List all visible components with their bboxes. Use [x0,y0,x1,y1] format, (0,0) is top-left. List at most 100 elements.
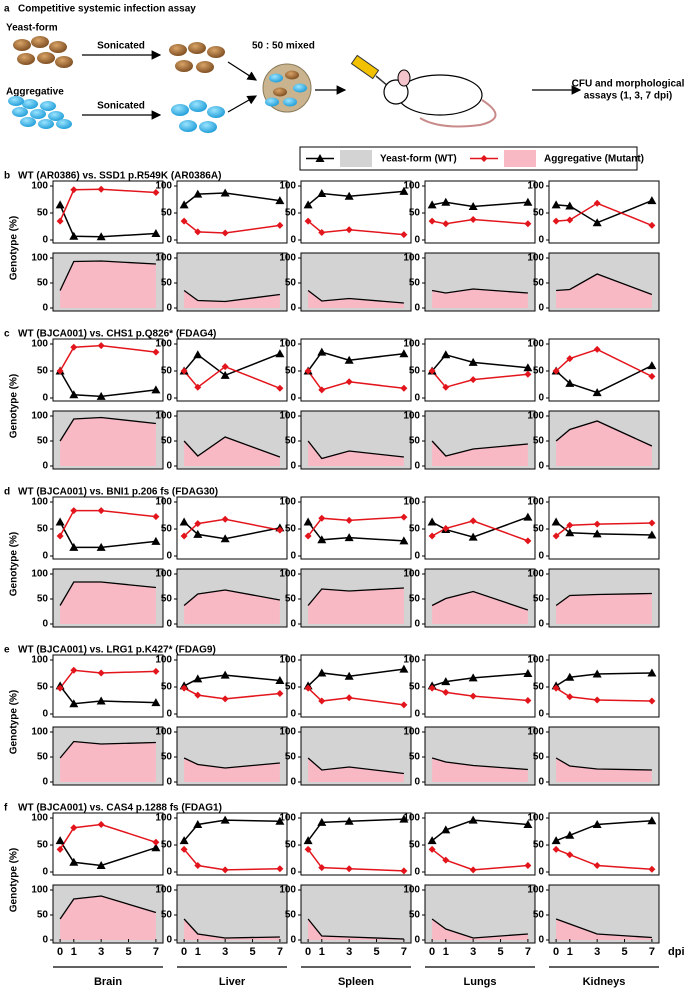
marker-triangle [151,843,161,852]
marker-triangle [565,672,575,681]
marker-diamond [221,866,229,874]
x-tick-label: 5 [497,946,503,958]
marker-diamond [566,355,574,363]
marker-diamond [566,851,574,859]
series-line [183,220,280,234]
x-tick-label: 0 [305,946,311,958]
series-line [555,521,652,536]
marker-triangle [592,218,602,227]
marker-triangle [151,536,161,545]
marker-triangle [427,517,437,526]
y-tick-label: 0 [42,393,48,404]
line-subplot: 0 50 100 [155,180,288,246]
area-subplot: 0 50 100 [527,252,660,314]
y-tick-label: 50 [533,436,545,447]
organ-label: Kidneys [583,976,626,988]
area-subplot: 0 50 100 [31,410,164,472]
marker-triangle [303,200,313,209]
series-line [307,370,404,391]
x-tick-label: 5 [373,946,379,958]
mutant-line [555,420,653,447]
y-tick-label: 50 [533,910,545,921]
x-tick-label: 5 [621,946,627,958]
y-tick-label: 50 [409,910,421,921]
x-tick-label: 1 [195,946,201,958]
marker-diamond [524,862,532,870]
marker-triangle [399,664,409,673]
mutant-area [556,274,652,308]
marker-triangle [151,229,161,238]
marker-diamond [524,697,532,704]
marker-diamond [56,217,64,225]
line-subplot: 0 50 100 [279,496,412,562]
y-tick-label: 100 [31,655,48,666]
marker-diamond [648,372,656,380]
y-tick-label: 0 [166,709,172,720]
plot-frame [424,884,536,944]
y-tick-label: 100 [403,181,420,192]
y-tick-label: 0 [42,709,48,720]
y-tick-label: 0 [166,461,172,472]
mutant-area [556,593,652,624]
marker-diamond [180,217,188,225]
y-tick-label: 50 [37,752,49,763]
y-tick-label: 50 [285,682,297,693]
marker-diamond [318,386,326,394]
series-line [431,218,528,225]
series-line [307,220,404,236]
y-tick-label: 100 [279,655,296,666]
marker-triangle [69,699,79,708]
marker-diamond [400,231,408,239]
line-subplot: 0 50 100 [403,654,536,720]
mutant-area [60,741,156,782]
y-tick-label: 100 [155,181,172,192]
plot-frame [176,884,288,944]
marker-triangle [468,202,478,211]
marker-triangle [344,191,354,200]
plot-frame [548,180,660,244]
marker-diamond [400,384,408,392]
mutant-area [432,441,528,466]
y-tick-label: 50 [161,436,173,447]
marker-diamond [180,845,188,853]
plot-frame [176,338,288,402]
marker-triangle [69,390,79,399]
marker-diamond [552,845,560,853]
plot-frame [176,410,288,470]
mutant-area [556,758,652,782]
mutant-line [59,740,156,759]
y-tick-label: 0 [414,303,420,314]
marker-diamond [345,694,353,702]
marker-diamond [593,696,601,704]
mutant-line [183,436,281,458]
series-line [183,365,281,389]
marker-triangle [317,668,327,677]
marker-diamond [593,520,601,528]
line-subplot: 0 50 100 [279,338,412,404]
sonicated-label: Sonicated [97,41,145,52]
mutant-area [308,441,404,466]
marker-diamond [56,367,64,375]
marker-diamond [194,862,202,870]
y-tick-label: 0 [42,777,48,788]
mutant-line [431,440,528,457]
y-tick-label: 100 [31,411,48,422]
y-tick-label: 0 [290,393,296,404]
marker-triangle [179,836,189,845]
organ-label: Liver [219,976,246,988]
marker-triangle [96,232,106,241]
area-subplot: 0 50 100 [155,410,288,472]
marker-triangle [275,676,285,685]
y-tick-label: 50 [37,594,49,605]
marker-triangle [69,231,79,240]
mutant-line [431,590,529,611]
y-axis-label: Genotype (%) [9,532,20,596]
marker-triangle [647,530,657,539]
x-tick-label: 3 [470,946,476,958]
marker-triangle [344,671,354,680]
y-tick-label: 0 [538,709,544,720]
mutant-area [184,590,280,624]
y-tick-label: 0 [414,935,420,946]
y-tick-label: 0 [414,777,420,788]
y-axis-label: Genotype (%) [9,848,20,912]
